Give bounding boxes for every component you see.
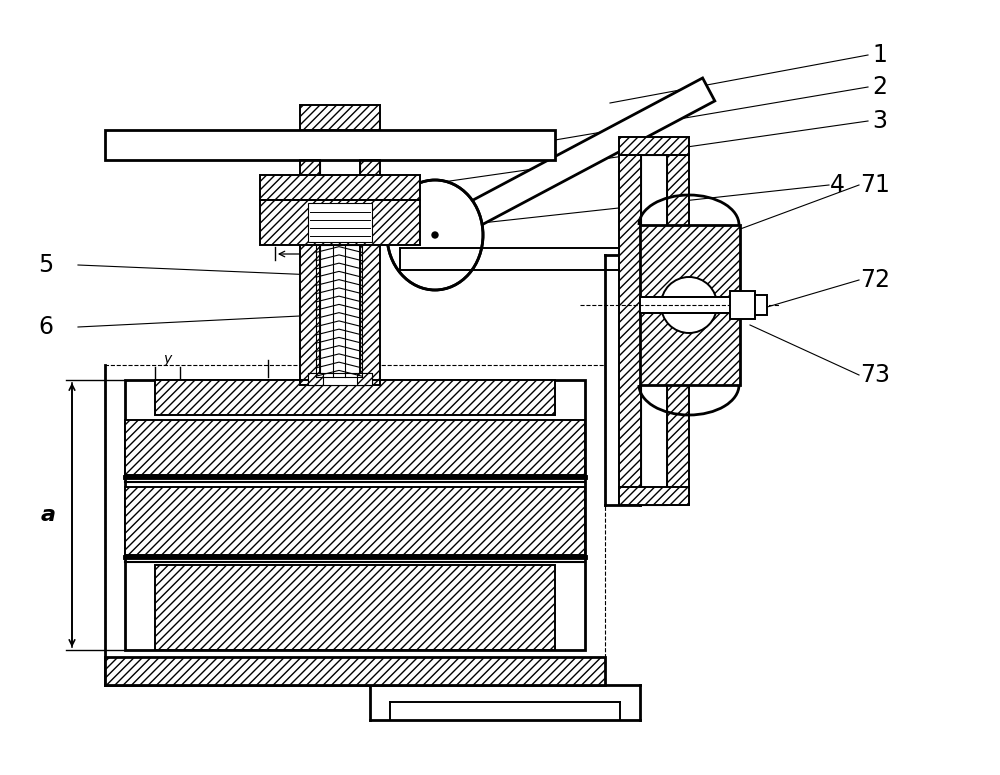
Bar bbox=[641, 155, 667, 505]
Text: 1: 1 bbox=[872, 43, 887, 67]
Bar bbox=[308, 373, 323, 385]
Bar bbox=[125, 420, 585, 475]
Bar bbox=[360, 160, 380, 385]
Bar bbox=[316, 245, 362, 377]
Bar bbox=[619, 155, 641, 505]
Bar bbox=[260, 175, 420, 200]
Bar bbox=[360, 160, 380, 385]
Bar bbox=[155, 380, 555, 415]
Bar bbox=[105, 365, 605, 670]
Bar bbox=[155, 565, 555, 650]
Bar bbox=[619, 487, 689, 505]
Bar bbox=[619, 137, 689, 155]
Bar bbox=[155, 380, 555, 415]
Bar bbox=[640, 225, 740, 385]
Bar bbox=[260, 200, 420, 245]
Bar bbox=[619, 137, 689, 155]
Circle shape bbox=[432, 232, 438, 238]
Bar bbox=[619, 487, 689, 505]
Bar bbox=[360, 160, 380, 385]
Bar bbox=[155, 565, 555, 650]
Bar bbox=[308, 373, 323, 385]
Bar bbox=[155, 565, 555, 650]
Bar bbox=[105, 130, 555, 160]
Bar bbox=[300, 160, 320, 385]
Text: y: y bbox=[163, 352, 171, 366]
Text: x: x bbox=[264, 230, 272, 245]
Circle shape bbox=[661, 277, 717, 333]
Bar bbox=[308, 373, 372, 385]
Text: 72: 72 bbox=[860, 268, 890, 292]
Bar bbox=[125, 487, 585, 555]
Bar bbox=[125, 420, 585, 475]
Bar bbox=[667, 155, 689, 505]
Bar bbox=[300, 105, 380, 130]
Bar bbox=[667, 155, 689, 505]
Bar bbox=[357, 373, 372, 385]
Bar bbox=[357, 373, 372, 385]
Text: 2: 2 bbox=[872, 75, 887, 99]
Bar bbox=[125, 380, 585, 650]
Text: 5: 5 bbox=[38, 253, 53, 277]
Bar bbox=[300, 160, 320, 385]
Text: 4: 4 bbox=[830, 173, 845, 197]
Text: 73: 73 bbox=[860, 363, 890, 387]
Bar bbox=[125, 487, 585, 555]
Polygon shape bbox=[429, 78, 715, 246]
Bar bbox=[308, 373, 323, 385]
Bar bbox=[125, 420, 585, 475]
Bar bbox=[260, 200, 420, 245]
Bar bbox=[125, 487, 585, 555]
Bar bbox=[619, 137, 689, 155]
Bar bbox=[357, 373, 372, 385]
Text: 3: 3 bbox=[872, 109, 887, 133]
Bar bbox=[640, 225, 740, 385]
Bar bbox=[667, 155, 689, 505]
Circle shape bbox=[686, 302, 692, 308]
Bar bbox=[320, 160, 360, 385]
Bar bbox=[105, 657, 605, 685]
Bar bbox=[260, 175, 420, 200]
Bar bbox=[619, 155, 641, 505]
Bar bbox=[640, 297, 740, 313]
Text: a: a bbox=[40, 505, 56, 525]
Bar bbox=[260, 175, 420, 200]
Bar bbox=[640, 225, 740, 385]
Bar bbox=[308, 203, 372, 242]
Bar bbox=[755, 295, 767, 315]
Bar bbox=[105, 657, 605, 685]
Bar bbox=[619, 155, 641, 505]
Ellipse shape bbox=[387, 180, 483, 290]
Bar bbox=[300, 105, 380, 130]
Bar bbox=[300, 160, 320, 385]
Bar bbox=[730, 291, 755, 319]
Text: 6: 6 bbox=[38, 315, 53, 339]
Bar bbox=[105, 657, 605, 685]
Bar bbox=[260, 200, 420, 245]
Bar bbox=[155, 380, 555, 415]
Bar bbox=[300, 105, 380, 130]
Text: 71: 71 bbox=[860, 173, 890, 197]
Bar bbox=[619, 487, 689, 505]
